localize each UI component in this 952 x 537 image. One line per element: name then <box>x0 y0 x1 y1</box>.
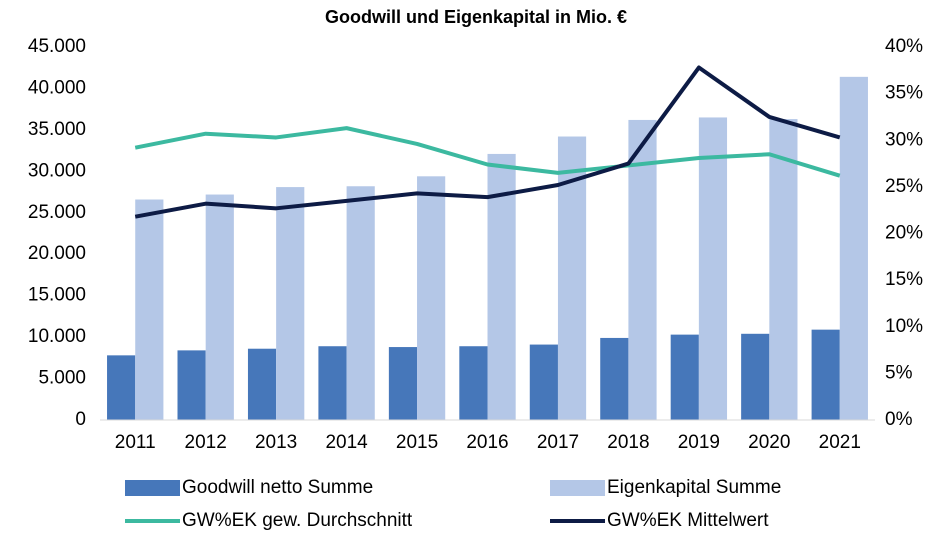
legend-label: GW%EK gew. Durchschnitt <box>182 510 413 531</box>
y2-tick-label: 15% <box>885 269 923 290</box>
bar <box>247 348 277 420</box>
legend-swatch <box>550 480 605 496</box>
y-tick-label: 25.000 <box>28 202 86 223</box>
x-tick-label: 2011 <box>115 432 156 453</box>
bar <box>529 344 558 420</box>
bar <box>276 187 305 420</box>
chart-title: Goodwill und Eigenkapital in Mio. € <box>325 7 627 27</box>
x-tick-label: 2012 <box>185 432 227 453</box>
bar <box>670 334 699 420</box>
bar <box>769 119 798 420</box>
line <box>134 126 841 178</box>
x-tick-label: 2018 <box>607 432 649 453</box>
y2-tick-label: 0% <box>885 409 913 430</box>
x-tick-label: 2016 <box>466 432 508 453</box>
bar <box>388 347 418 420</box>
bar <box>600 337 629 420</box>
y2-tick-label: 35% <box>885 83 923 104</box>
x-tick-label: 2021 <box>819 432 861 453</box>
x-tick-label: 2017 <box>537 432 579 453</box>
y2-tick-label: 20% <box>885 223 923 244</box>
y-tick-label: 15.000 <box>28 285 86 306</box>
bar <box>177 350 206 420</box>
bar <box>205 194 234 420</box>
line <box>134 65 841 219</box>
y2-tick-label: 40% <box>885 36 923 57</box>
y2-tick-label: 5% <box>885 362 913 383</box>
y-tick-label: 5.000 <box>38 368 86 389</box>
y-tick-label: 45.000 <box>28 36 86 57</box>
x-tick-label: 2019 <box>678 432 720 453</box>
legend-label: Eigenkapital Summe <box>607 477 781 498</box>
bar <box>346 186 375 420</box>
y-tick-label: 35.000 <box>28 119 86 140</box>
bar <box>107 355 136 420</box>
y2-tick-label: 10% <box>885 316 923 337</box>
y-tick-label: 40.000 <box>28 77 86 98</box>
x-tick-label: 2015 <box>396 432 438 453</box>
bar <box>741 333 770 420</box>
legend-label: Goodwill netto Summe <box>182 477 373 498</box>
bar <box>698 117 728 420</box>
y-tick-label: 10.000 <box>28 326 86 347</box>
bar <box>839 76 868 420</box>
y-tick-label: 0 <box>75 409 86 430</box>
y2-tick-label: 30% <box>885 129 923 150</box>
x-tick-label: 2020 <box>748 432 790 453</box>
x-tick-label: 2013 <box>255 432 297 453</box>
bar <box>811 329 840 420</box>
x-tick-label: 2014 <box>325 432 368 453</box>
y-tick-label: 30.000 <box>28 160 86 181</box>
legend-swatch <box>125 480 180 496</box>
legend-label: GW%EK Mittelwert <box>607 510 769 531</box>
y2-tick-label: 25% <box>885 176 923 197</box>
bar <box>417 176 446 420</box>
bar <box>459 346 488 420</box>
bar <box>135 199 164 420</box>
bar <box>628 119 657 420</box>
y-tick-label: 20.000 <box>28 243 86 264</box>
bar <box>318 346 347 420</box>
